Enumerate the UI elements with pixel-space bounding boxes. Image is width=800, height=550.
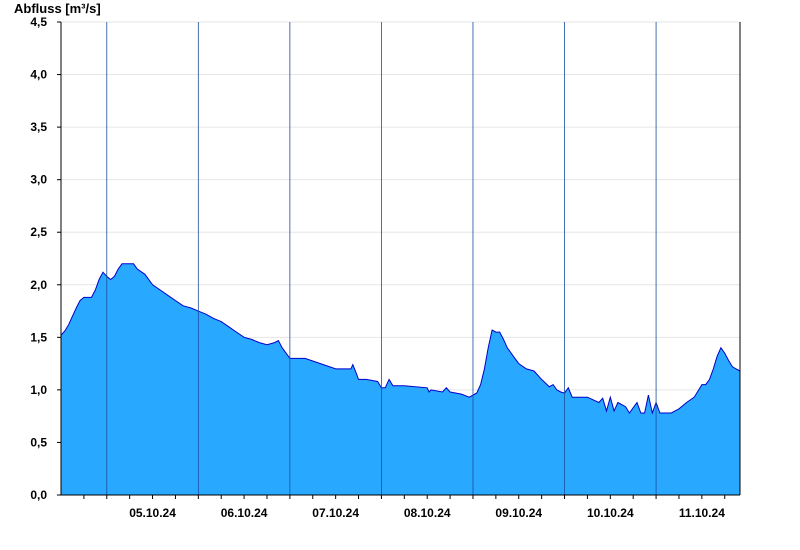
y-tick-label-4: 2,0 <box>30 278 47 292</box>
x-tick-label-4: 09.10.24 <box>495 506 542 520</box>
axes <box>60 22 741 496</box>
x-axis-ticks: 05.10.24 06.10.24 07.10.24 08.10.24 09.10.24… <box>83 495 726 520</box>
y-tick-label-6: 3,0 <box>30 173 47 187</box>
discharge-area-layer <box>60 263 741 495</box>
y-axis-ticks: 0,0 0,5 1,0 1,5 2,0 2,5 3,0 3,5 4,0 4,5 <box>30 15 61 502</box>
x-tick-label-3: 08.10.24 <box>404 506 451 520</box>
x-tick-label-5: 10.10.24 <box>587 506 634 520</box>
x-tick-label-6: 11.10.24 <box>679 506 725 520</box>
y-tick-label-0: 0,0 <box>30 488 47 502</box>
discharge-area <box>61 263 740 495</box>
x-tick-label-2: 07.10.24 <box>312 506 359 520</box>
day-dividers <box>106 22 657 495</box>
y-tick-label-9: 4,5 <box>30 15 47 29</box>
y-tick-label-7: 3,5 <box>30 120 47 134</box>
discharge-line <box>60 263 741 415</box>
y-tick-label-2: 1,0 <box>30 383 47 397</box>
y-tick-label-3: 1,5 <box>30 330 47 344</box>
x-tick-label-0: 05.10.24 <box>129 506 176 520</box>
x-tick-label-1: 06.10.24 <box>221 506 268 520</box>
y-tick-label-1: 0,5 <box>30 435 47 449</box>
y-tick-label-5: 2,5 <box>30 225 47 239</box>
y-tick-label-8: 4,0 <box>30 68 47 82</box>
y-axis-title: Abfluss [m³/s] <box>14 1 101 16</box>
